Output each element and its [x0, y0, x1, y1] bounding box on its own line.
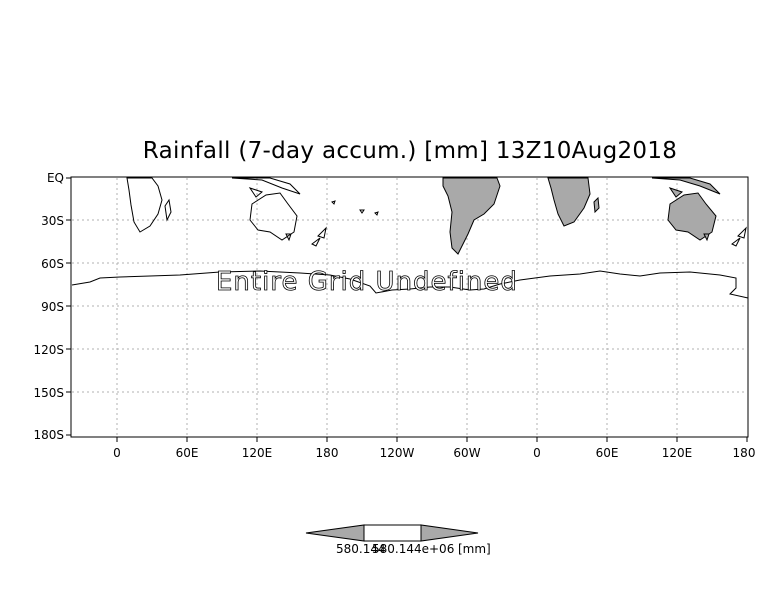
x-axis: 0 60E 120E 180 120W 60W 0 60E 120E 180 — [113, 437, 755, 460]
y-tick-label: EQ — [47, 171, 64, 185]
x-tick-label: 180 — [316, 446, 339, 460]
australia-left — [249, 192, 298, 241]
chart-title: Rainfall (7-day accum.) [mm] 13Z10Aug201… — [142, 138, 678, 164]
x-tick-label: 120E — [242, 446, 273, 460]
y-tick-label: 180S — [33, 428, 64, 442]
x-tick-label: 120W — [380, 446, 415, 460]
africa-right — [547, 177, 591, 227]
undefined-grid-message: Entire Grid Undefined — [216, 267, 518, 297]
x-tick-label: 0 — [533, 446, 541, 460]
colorbar: 580.144 580.144e+06 [mm] — [305, 524, 491, 556]
gridlines — [72, 178, 747, 436]
x-tick-label: 60E — [596, 446, 619, 460]
colorbar-arrow-right-icon — [420, 524, 479, 542]
south-america — [442, 177, 501, 255]
y-tick-label: 150S — [33, 386, 64, 400]
x-tick-label: 60W — [453, 446, 480, 460]
x-tick-label: 180 — [733, 446, 756, 460]
x-tick-label: 0 — [113, 446, 121, 460]
y-tick-label: 120S — [33, 343, 64, 357]
colorbar-right-label: 580.144e+06 — [372, 542, 454, 556]
y-tick-label: 90S — [41, 300, 64, 314]
plot-frame — [70, 176, 749, 438]
colorbar-swatch — [363, 524, 422, 542]
australia-right — [667, 192, 717, 241]
x-tick-label: 120E — [662, 446, 693, 460]
x-tick-label: 60E — [176, 446, 199, 460]
colorbar-left-label: 580.144 — [336, 542, 386, 556]
antarctica-coastline — [71, 270, 749, 299]
y-axis: EQ 30S 60S 90S 120S 150S 180S — [33, 171, 71, 442]
land-masses — [71, 177, 749, 299]
africa-left — [126, 177, 163, 233]
colorbar-unit-label: [mm] — [458, 542, 491, 556]
y-tick-label: 60S — [41, 257, 64, 271]
y-tick-label: 30S — [41, 214, 64, 228]
colorbar-arrow-left-icon — [305, 524, 365, 542]
